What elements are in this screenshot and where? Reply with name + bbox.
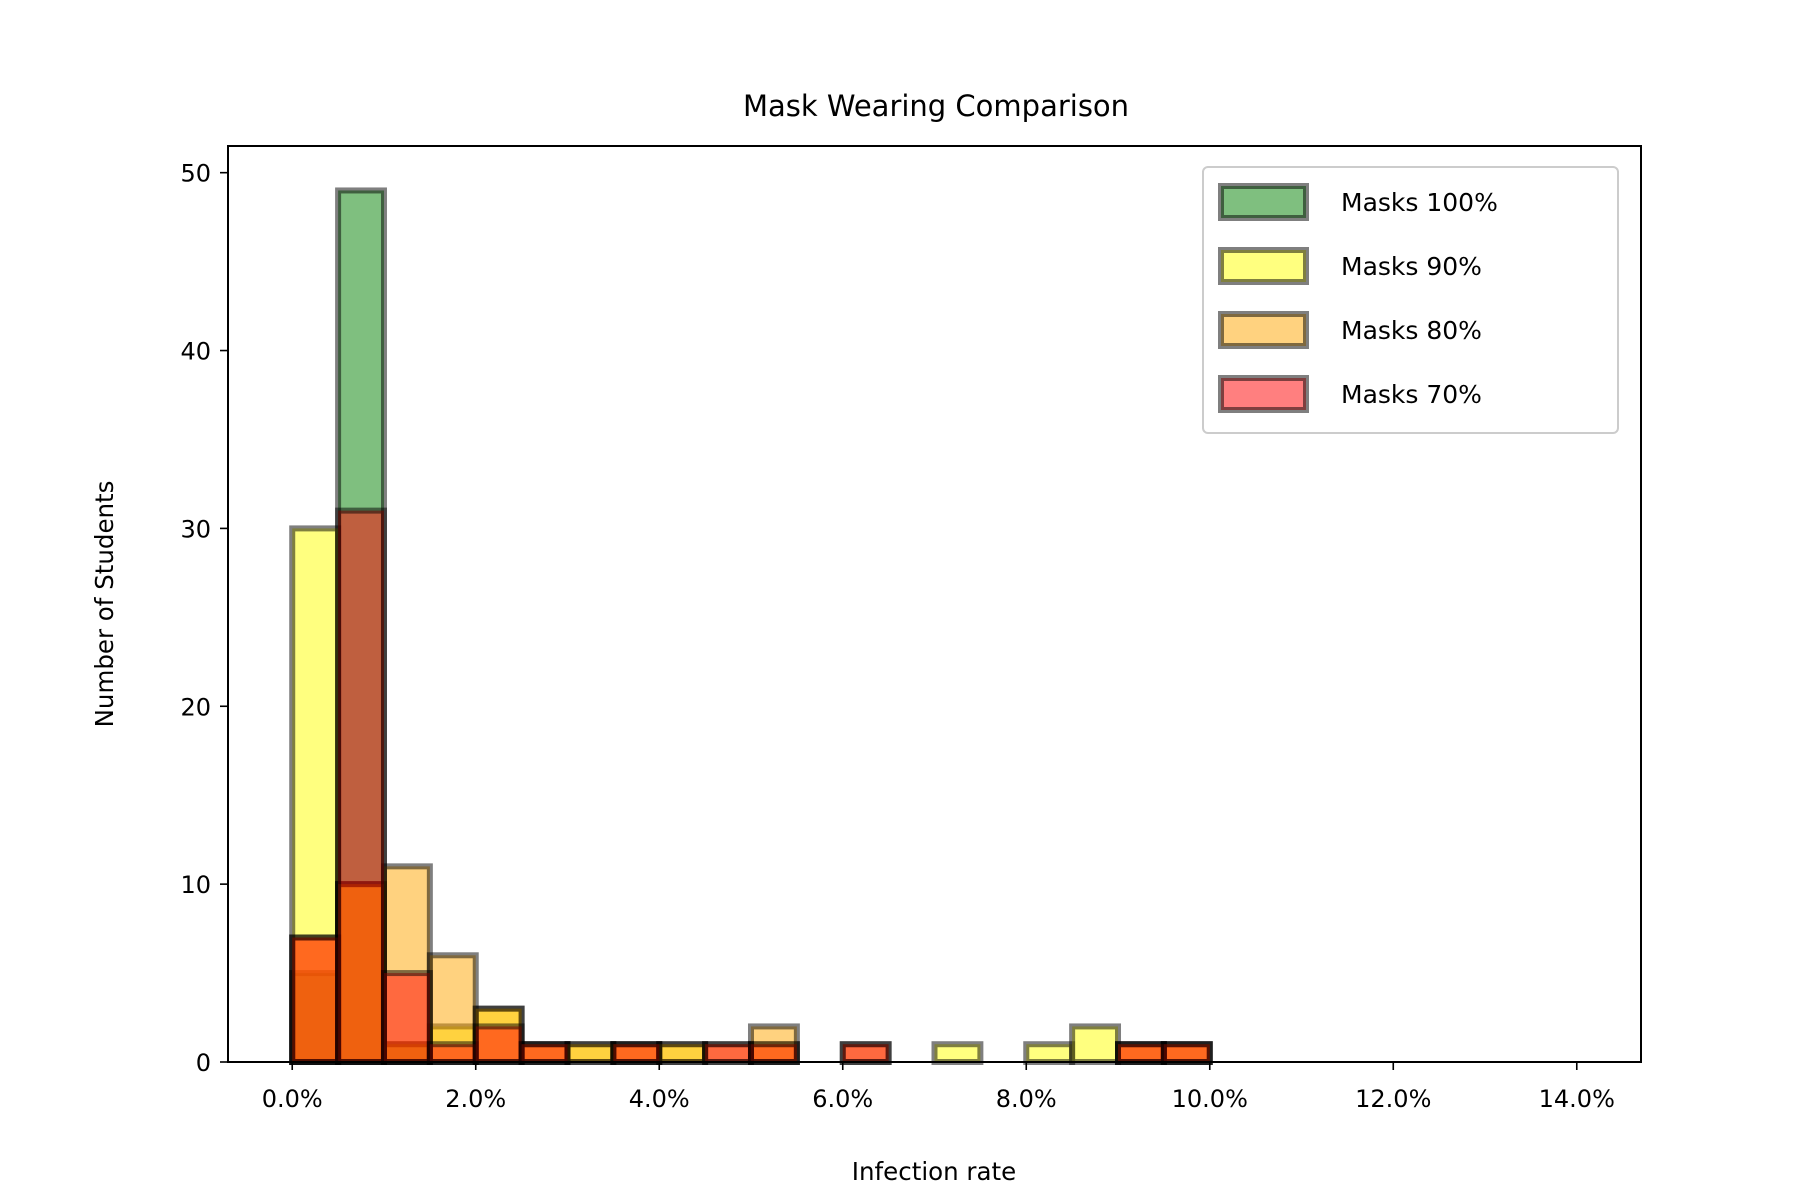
legend-swatch xyxy=(1218,311,1309,349)
bar-masks-80-bin-6 xyxy=(564,1041,617,1066)
y-axis-label: Number of Students xyxy=(90,481,119,728)
legend-item-masks-80: Masks 80% xyxy=(1218,311,1482,349)
bar-masks-70-bin-5 xyxy=(518,1041,571,1066)
legend-swatch xyxy=(1218,375,1309,413)
y-tick-label: 30 xyxy=(180,515,211,543)
legend-item-masks-90: Masks 90% xyxy=(1218,247,1482,285)
bar-masks-70-bin-4 xyxy=(472,1023,525,1065)
bar-masks-70-bin-18 xyxy=(1115,1041,1167,1066)
y-tick-label: 20 xyxy=(180,693,211,721)
legend-label: Masks 90% xyxy=(1341,252,1482,281)
y-axis-ticks: 0 10 20 30 40 50 xyxy=(180,160,228,1077)
legend-label: Masks 80% xyxy=(1341,316,1482,345)
x-tick-label: 0.0% xyxy=(262,1085,323,1113)
x-axis-label: Infection rate xyxy=(852,1157,1016,1186)
bar-masks-70-bin-0 xyxy=(289,934,342,1065)
x-tick-label: 12.0% xyxy=(1355,1085,1431,1113)
chart-title: Mask Wearing Comparison xyxy=(743,89,1129,123)
bar-masks-70-bin-2 xyxy=(380,970,433,1065)
bar-masks-70-bin-1 xyxy=(335,507,387,1066)
bar-masks-90-bin-16 xyxy=(1023,1041,1076,1066)
bar-masks-70-bin-12 xyxy=(839,1041,892,1066)
legend-swatch xyxy=(1218,183,1309,221)
legend-label: Masks 70% xyxy=(1341,380,1482,409)
x-tick-label: 10.0% xyxy=(1172,1085,1248,1113)
legend-item-masks-100: Masks 100% xyxy=(1218,183,1498,221)
legend-item-masks-70: Masks 70% xyxy=(1218,375,1482,413)
bar-masks-70-bin-9 xyxy=(702,1041,754,1066)
legend-frame xyxy=(1202,166,1619,434)
legend-label: Masks 100% xyxy=(1341,188,1498,217)
bar-masks-70-bin-10 xyxy=(747,1041,800,1066)
x-tick-label: 4.0% xyxy=(629,1085,690,1113)
bar-masks-70-bin-3 xyxy=(426,1041,479,1066)
x-tick-label: 14.0% xyxy=(1539,1085,1615,1113)
plot-area-frame xyxy=(227,145,1642,1063)
bar-masks-80-bin-8 xyxy=(656,1041,709,1066)
bar-masks-90-bin-14 xyxy=(931,1041,984,1066)
bars-layer xyxy=(289,187,1213,1066)
x-tick-label: 6.0% xyxy=(812,1085,873,1113)
legend-swatch xyxy=(1218,247,1309,285)
x-tick-label: 8.0% xyxy=(996,1085,1057,1113)
y-tick-label: 40 xyxy=(180,338,211,366)
x-axis-ticks: 0.0% 2.0% 4.0% 6.0% 8.0% 10.0% 12.0% 14.0% xyxy=(262,1062,1615,1113)
x-tick-label: 2.0% xyxy=(445,1085,506,1113)
bar-masks-70-bin-7 xyxy=(610,1041,663,1066)
legend: Masks 100% Masks 90% Masks 80% Masks 70% xyxy=(1202,166,1619,434)
bar-masks-70-bin-19 xyxy=(1160,1041,1213,1066)
y-tick-label: 0 xyxy=(196,1049,211,1077)
bar-masks-90-bin-17 xyxy=(1069,1023,1122,1065)
y-tick-label: 10 xyxy=(180,871,211,899)
y-tick-label: 50 xyxy=(180,160,211,188)
